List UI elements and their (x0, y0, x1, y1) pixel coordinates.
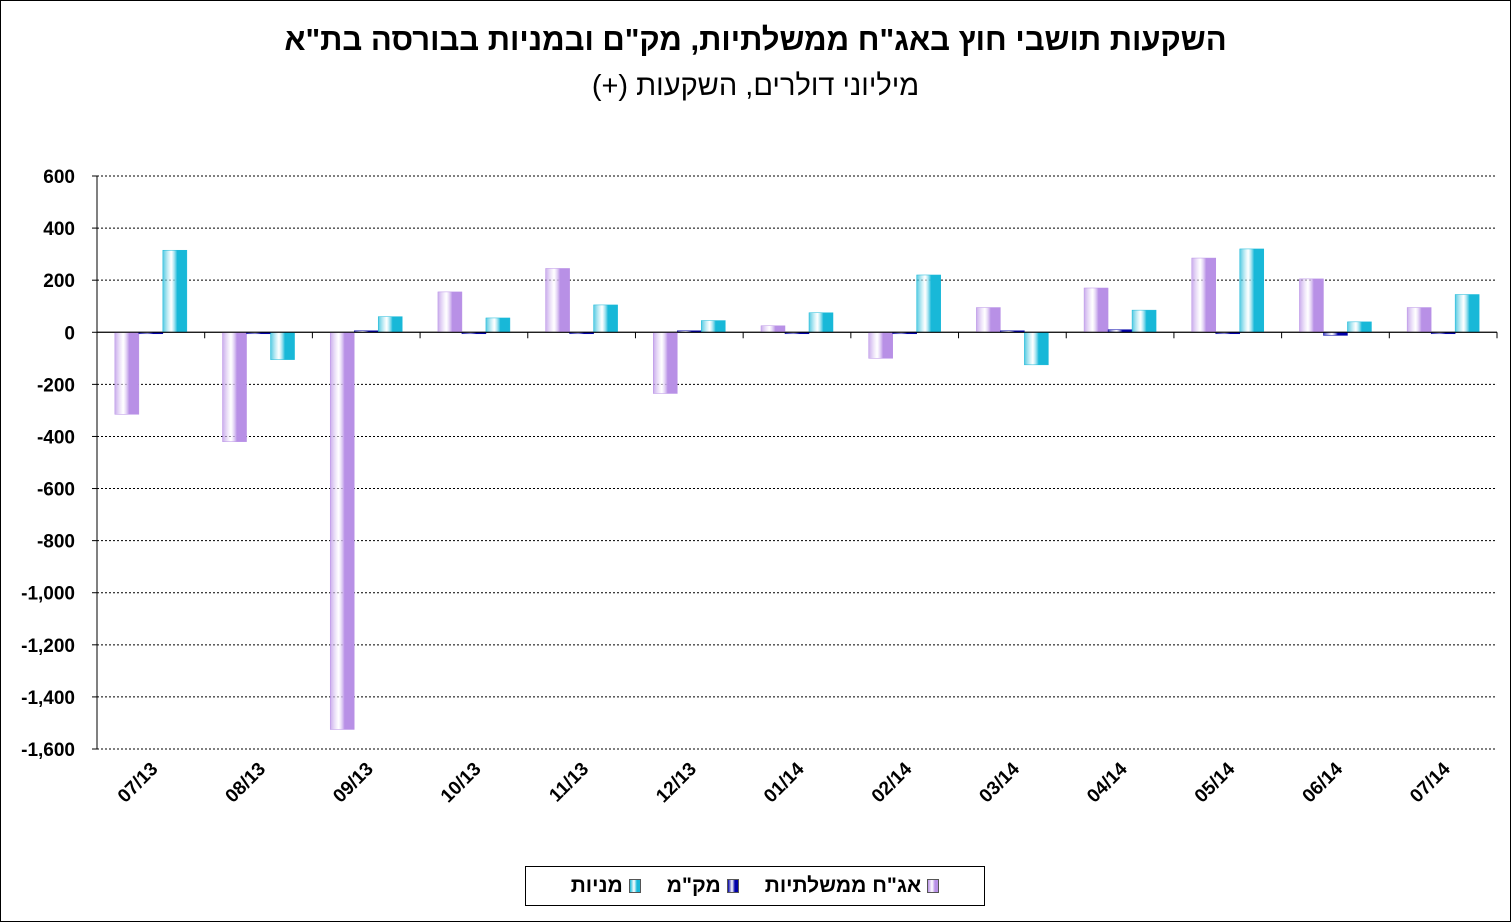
legend-label: אג"ח ממשלתיות (764, 874, 922, 897)
legend: אג"ח ממשלתיות מק"מ מניות (525, 866, 985, 906)
y-tick-label: -1,600 (21, 740, 75, 761)
bar-stocks (701, 320, 726, 333)
y-tick-label: -1,000 (21, 584, 75, 605)
legend-label: מק"מ (666, 874, 721, 897)
bar-stocks (808, 312, 834, 333)
bars (114, 248, 1480, 730)
x-tick-label: 12/13 (652, 759, 700, 807)
legend-item: אג"ח ממשלתיות (765, 874, 940, 898)
legend-item: מניות (571, 874, 641, 898)
y-tick-label: -1,400 (21, 688, 75, 709)
bar-gov-bonds (1299, 278, 1324, 333)
bar-stocks (916, 274, 941, 333)
bar-gov-bonds (329, 332, 355, 730)
legend-item: מק"מ (667, 874, 739, 898)
y-tick-label: 200 (43, 271, 75, 292)
bar-stocks (485, 317, 511, 333)
x-tick-label: 09/13 (329, 759, 377, 807)
y-tick-label: 600 (43, 167, 75, 188)
bar-gov-bonds (760, 325, 786, 333)
y-tick-label: 400 (43, 219, 75, 240)
x-tick-label: 05/14 (1191, 758, 1240, 807)
bar-gov-bonds (545, 268, 570, 333)
legend-swatch (628, 879, 641, 893)
bar-gov-bonds (222, 332, 247, 442)
bar-stocks (1347, 321, 1372, 333)
bar-gov-bonds (653, 332, 678, 394)
bar-gov-bonds (437, 291, 463, 333)
y-tick-label: -600 (37, 480, 75, 501)
bar-stocks (377, 316, 403, 333)
y-tick-label: -200 (37, 375, 75, 396)
x-tick-label: 11/13 (545, 759, 593, 807)
x-tick-label: 06/14 (1299, 758, 1348, 807)
x-tick-label: 10/13 (437, 759, 485, 807)
x-tick-label: 01/14 (760, 758, 809, 807)
bar-stocks (270, 332, 295, 360)
y-tick-label: -1,200 (21, 636, 75, 657)
bar-stocks (1239, 248, 1265, 333)
x-tick-label: 08/13 (222, 759, 270, 807)
bar-gov-bonds (868, 332, 893, 359)
bar-gov-bonds (114, 332, 140, 415)
chart-title: השקעות תושבי חוץ באג"ח ממשלתיות, מק"ם וב… (284, 22, 1227, 57)
bar-gov-bonds (1191, 257, 1217, 333)
bar-gov-bonds (1406, 307, 1432, 333)
legend-label: מניות (570, 874, 623, 897)
gridlines (97, 175, 1497, 750)
chart-subtitle: מיליוני דולרים, השקעות (+) (591, 70, 920, 102)
bar-gov-bonds (1083, 287, 1109, 333)
bar-stocks (1131, 309, 1157, 333)
bar-gov-bonds (976, 307, 1001, 333)
x-tick-label: 03/14 (975, 758, 1024, 807)
plot-area: 600 400 200 0 -200 -400 -600 -800 -1,000 -1,200 -1… (21, 167, 1498, 807)
y-tick-label: -800 (37, 532, 75, 553)
axes (92, 175, 1498, 750)
y-tick-label: 0 (64, 323, 75, 344)
bar-stocks (1024, 332, 1049, 366)
x-tick-label: 07/13 (114, 759, 162, 807)
x-tick-label: 07/14 (1406, 758, 1455, 807)
bar-stocks (1454, 294, 1480, 333)
legend-swatch (726, 879, 739, 893)
x-tick-label: 02/14 (868, 758, 917, 807)
y-tick-label: -400 (37, 427, 75, 448)
bar-stocks (162, 249, 188, 333)
x-tick-label: 04/14 (1083, 758, 1132, 807)
bar-stocks (593, 304, 618, 333)
legend-swatch (927, 879, 940, 893)
